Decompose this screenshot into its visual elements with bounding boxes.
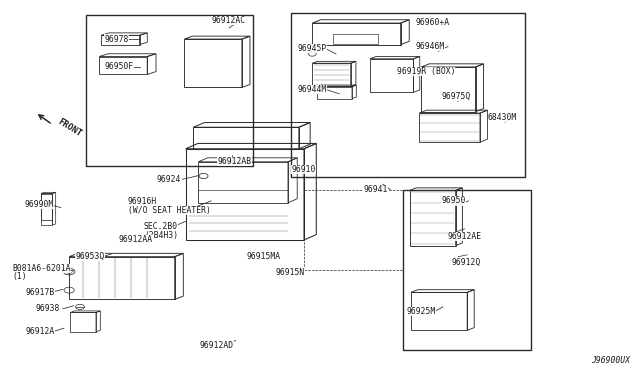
- Text: 96915N: 96915N: [275, 268, 305, 277]
- Text: 96941: 96941: [364, 185, 388, 194]
- Text: B081A6-6201A: B081A6-6201A: [13, 264, 71, 273]
- Text: 96910: 96910: [291, 165, 316, 174]
- Text: 96912AB: 96912AB: [218, 157, 252, 166]
- Text: 96960+A: 96960+A: [416, 18, 450, 27]
- Bar: [403, 190, 531, 350]
- Text: 96912Q: 96912Q: [451, 258, 481, 267]
- Text: 96924: 96924: [157, 175, 181, 184]
- Text: 96912AD: 96912AD: [200, 341, 234, 350]
- Text: FRONT: FRONT: [56, 117, 83, 138]
- Text: 96916H: 96916H: [128, 197, 157, 206]
- Text: 96919R (BOX): 96919R (BOX): [397, 67, 455, 76]
- Bar: [41, 194, 52, 220]
- Text: 96938: 96938: [35, 304, 60, 313]
- Text: J96900UX: J96900UX: [591, 356, 630, 365]
- Text: (1): (1): [13, 272, 28, 280]
- Bar: [291, 13, 525, 177]
- Text: 96946M: 96946M: [416, 42, 445, 51]
- Text: 96912AA: 96912AA: [118, 235, 152, 244]
- Bar: [86, 15, 253, 166]
- Text: 96925M: 96925M: [406, 307, 436, 316]
- Text: 96944M: 96944M: [298, 85, 327, 94]
- Text: 96990M: 96990M: [24, 200, 54, 209]
- Text: 96912A: 96912A: [26, 327, 55, 336]
- Bar: [333, 34, 378, 44]
- Text: 96950: 96950: [442, 196, 466, 205]
- Text: 96915MA: 96915MA: [246, 252, 280, 261]
- Text: 68430M: 68430M: [488, 113, 517, 122]
- Text: 96912AC: 96912AC: [211, 16, 245, 25]
- Text: (2B4H3): (2B4H3): [144, 231, 178, 240]
- Text: 96945P: 96945P: [298, 44, 327, 53]
- Text: SEC.2B0: SEC.2B0: [144, 222, 178, 231]
- Text: 96953Q: 96953Q: [76, 252, 105, 261]
- Text: 96975Q: 96975Q: [442, 92, 471, 101]
- Text: 96950F: 96950F: [104, 62, 134, 71]
- Text: (W/O SEAT HEATER): (W/O SEAT HEATER): [128, 206, 211, 215]
- Text: 96917B: 96917B: [26, 288, 55, 296]
- Text: 96978: 96978: [104, 35, 129, 44]
- Text: 96912AE: 96912AE: [448, 232, 482, 241]
